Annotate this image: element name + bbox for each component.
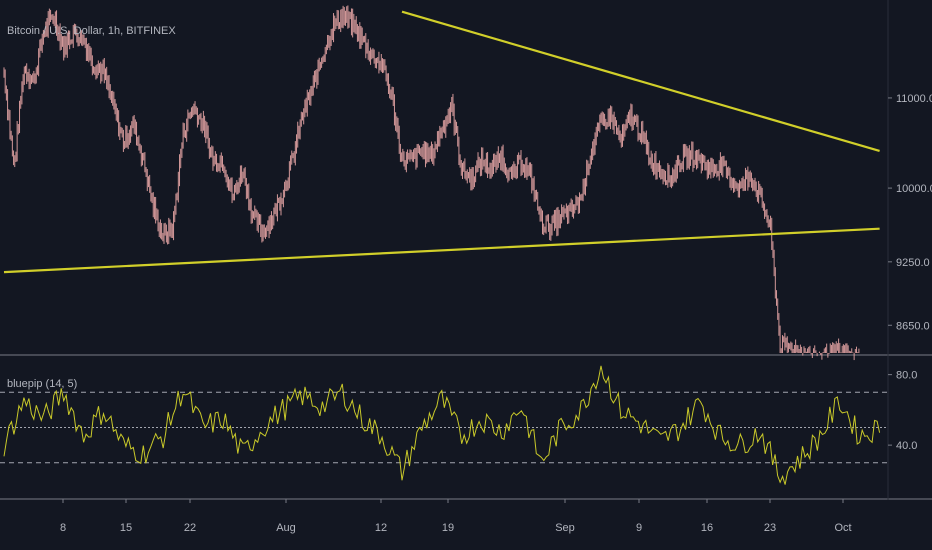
price-tick-label: 11000.0 xyxy=(896,93,932,105)
price-tick-label: 8650.0 xyxy=(896,320,930,332)
time-tick-label: 15 xyxy=(120,522,132,534)
trendline-upper xyxy=(401,10,880,153)
indicator-title[interactable]: bluepip (14, 5) xyxy=(7,378,78,390)
price-tick-label: 10000.0 xyxy=(896,183,932,195)
price-tick-label: 9250.0 xyxy=(896,257,930,269)
time-tick-label: Sep xyxy=(555,522,575,534)
time-tick-label: 23 xyxy=(764,522,776,534)
time-tick-label: 8 xyxy=(60,522,66,534)
time-tick-label: 22 xyxy=(184,522,196,534)
price-pane xyxy=(3,5,880,361)
time-tick-label: Aug xyxy=(276,522,296,534)
time-tick-label: 9 xyxy=(636,522,642,534)
symbol-title[interactable]: Bitcoin / U.S. Dollar, 1h, BITFINEX xyxy=(7,25,176,37)
time-tick-label: 19 xyxy=(442,522,454,534)
oscillator-tick-label: 80.0 xyxy=(896,370,917,382)
time-tick-label: 16 xyxy=(701,522,713,534)
axes: 11000.0 10000.0 9250.0 8650.0 80.0 40.0 8 15 22 A… xyxy=(60,93,932,534)
oscillator-line xyxy=(3,365,881,485)
grid-layer xyxy=(0,0,932,500)
time-tick-label: 12 xyxy=(375,522,387,534)
trendline-lower xyxy=(3,227,880,274)
time-tick-label: Oct xyxy=(834,522,851,534)
oscillator-tick-label: 40.0 xyxy=(896,440,917,452)
oscillator-pane xyxy=(0,365,888,485)
